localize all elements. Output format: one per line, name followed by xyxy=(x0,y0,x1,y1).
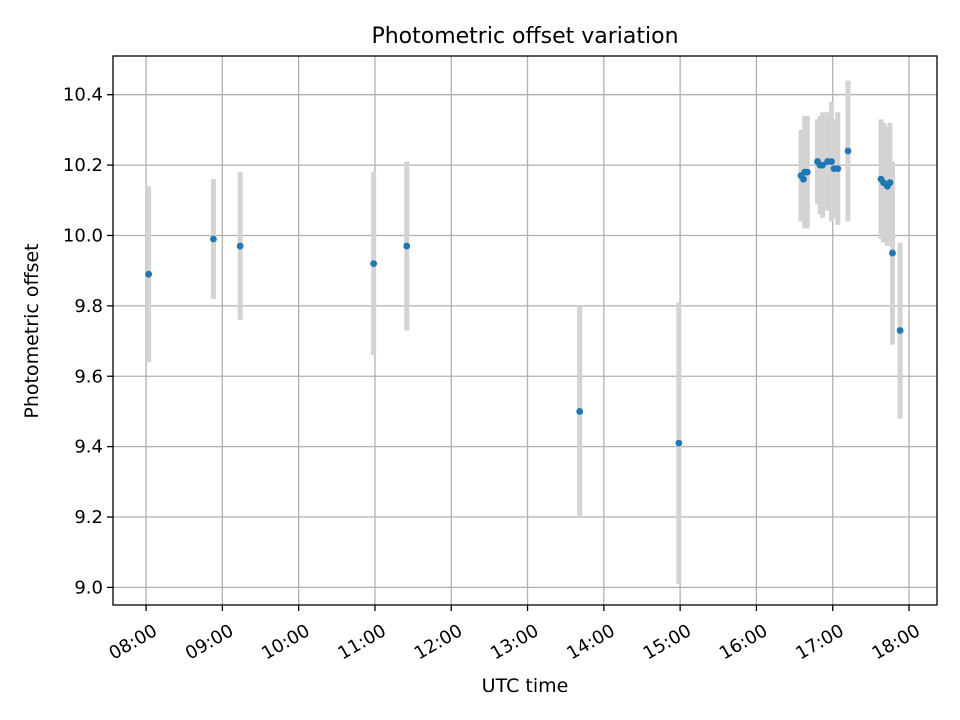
data-point xyxy=(803,168,811,176)
data-point xyxy=(675,439,683,447)
y-tick-label: 9.8 xyxy=(74,296,103,317)
data-point xyxy=(210,235,217,243)
x-tick-label: 18:00 xyxy=(868,620,923,664)
data-point xyxy=(576,408,584,415)
data-point xyxy=(145,270,153,278)
x-tick-label: 11:00 xyxy=(334,620,389,664)
data-point xyxy=(834,165,842,173)
axis-ticks: 9.0 9.2 9.4 9.6 9.8 10.0 10.2 10.4 08:00 09:00 10:… xyxy=(63,85,924,665)
y-tick-label: 9.4 xyxy=(74,437,103,458)
y-tick-label: 10.2 xyxy=(63,155,103,176)
x-tick-label: 17:00 xyxy=(792,620,847,664)
y-tick-label: 9.6 xyxy=(74,366,103,387)
grid xyxy=(113,56,937,605)
data-point xyxy=(844,147,852,155)
data-point xyxy=(886,179,894,187)
x-tick-label: 10:00 xyxy=(258,620,313,664)
x-tick-label: 14:00 xyxy=(563,620,618,664)
y-tick-label: 9.2 xyxy=(74,507,103,528)
y-axis-label: Photometric offset xyxy=(21,243,43,418)
data-point xyxy=(370,260,378,268)
x-tick-label: 15:00 xyxy=(640,620,695,664)
y-tick-label: 10.0 xyxy=(63,225,103,246)
data-point xyxy=(828,158,835,165)
data-point xyxy=(403,242,411,250)
data-point xyxy=(819,161,826,169)
x-tick-label: 16:00 xyxy=(716,620,771,664)
x-tick-label: 09:00 xyxy=(182,620,237,664)
x-tick-label: 13:00 xyxy=(487,620,542,664)
data-point xyxy=(800,175,807,183)
y-tick-label: 9.0 xyxy=(74,577,103,598)
plot-frame xyxy=(112,55,938,606)
data-point xyxy=(896,327,904,334)
data-point xyxy=(236,242,244,250)
error-bars xyxy=(146,80,903,584)
data-point xyxy=(889,249,896,257)
y-tick-label: 10.4 xyxy=(63,85,103,106)
chart-title: Photometric offset variation xyxy=(371,24,678,49)
x-axis-label: UTC time xyxy=(482,675,569,697)
x-tick-label: 12:00 xyxy=(411,620,466,664)
x-tick-label: 08:00 xyxy=(106,620,161,664)
data-points xyxy=(145,147,904,447)
